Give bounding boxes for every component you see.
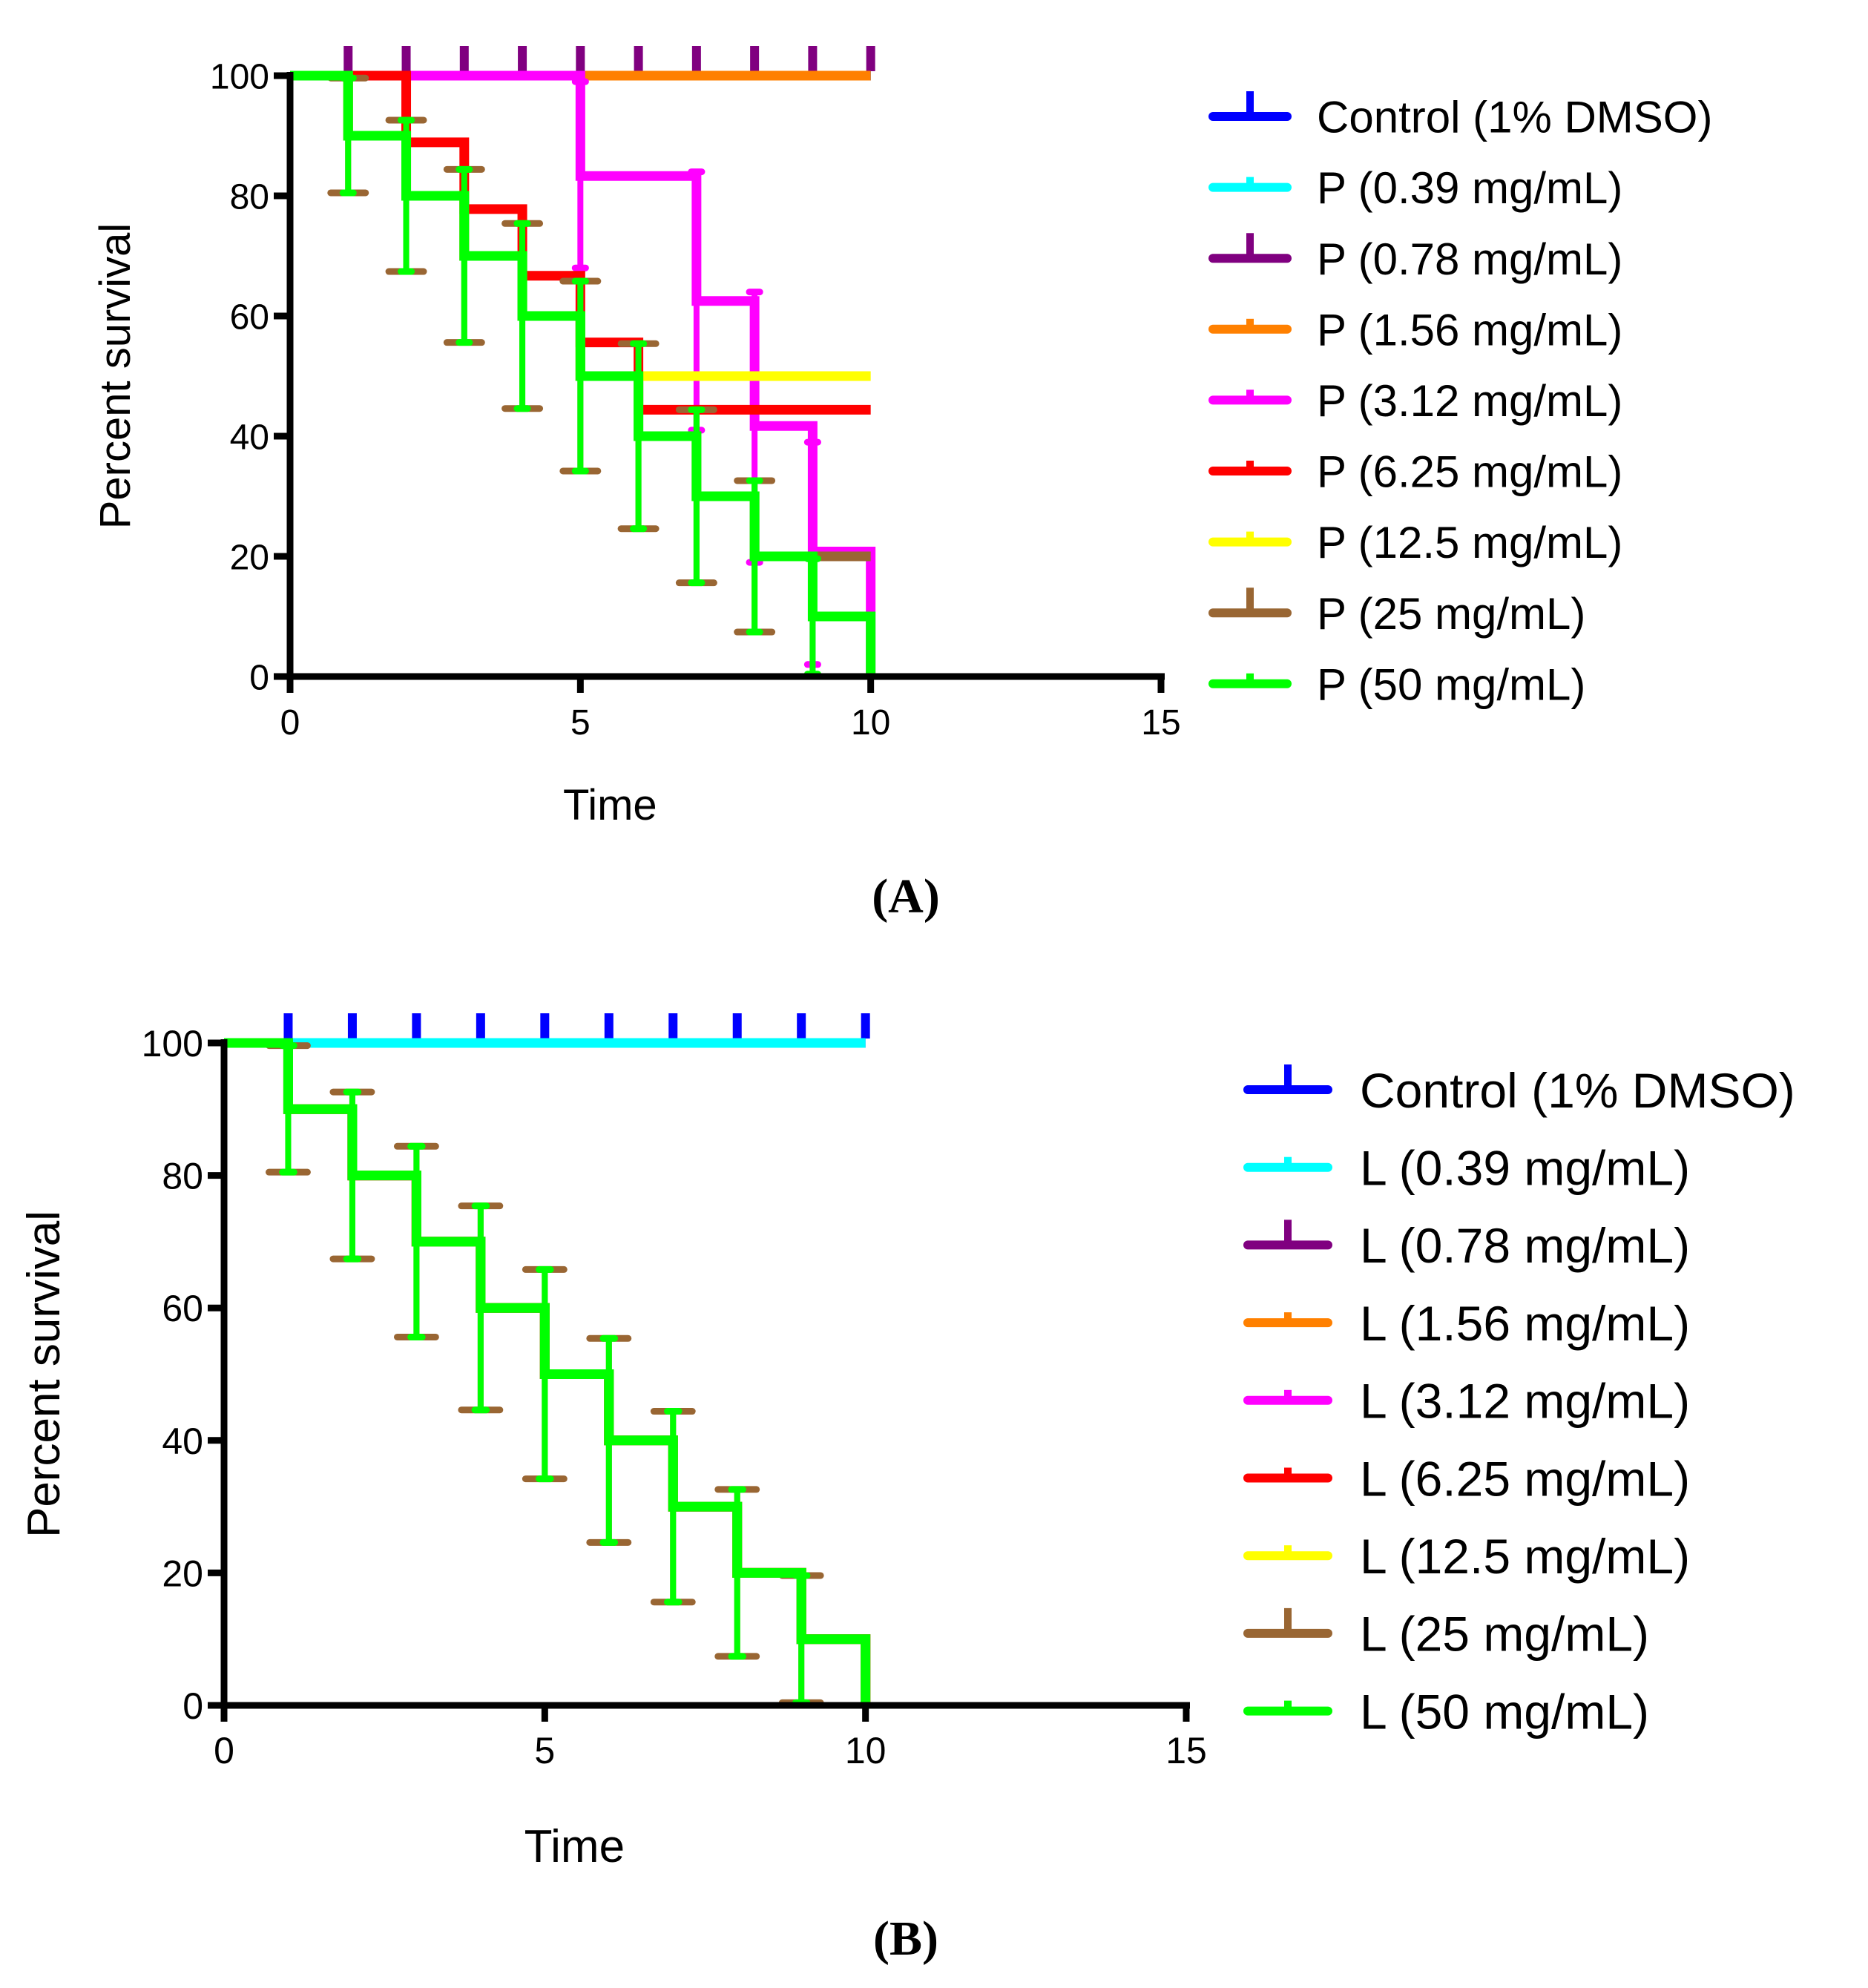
panel-b-chart: 0 5 10 15 0 20 40 60 80 100 Time Percent survival Co… bbox=[19, 1013, 1795, 1966]
x-tick-label: 5 bbox=[534, 1730, 555, 1771]
legend-label: P (3.12 mg/mL) bbox=[1317, 376, 1622, 426]
panel-label: (A) bbox=[872, 869, 940, 924]
panel-a-chart: 0 5 10 15 0 20 40 60 80 100 Time Percent survival Co… bbox=[91, 46, 1712, 924]
x-axis-title: Time bbox=[563, 781, 657, 829]
y-tick-label: 20 bbox=[162, 1553, 203, 1594]
legend-label: P (0.78 mg/mL) bbox=[1317, 234, 1622, 284]
x-axis-title: Time bbox=[524, 1821, 625, 1872]
y-tick-label: 80 bbox=[230, 177, 269, 217]
legend-label: L (0.78 mg/mL) bbox=[1360, 1218, 1690, 1273]
legend-label: L (12.5 mg/mL) bbox=[1360, 1529, 1690, 1584]
legend-label: Control (1% DMSO) bbox=[1317, 93, 1712, 142]
legend-item: L (1.56 mg/mL) bbox=[1243, 1296, 1690, 1351]
legend-label: L (6.25 mg/mL) bbox=[1360, 1451, 1690, 1506]
legend-label: P (50 mg/mL) bbox=[1317, 659, 1585, 709]
y-tick-label: 40 bbox=[230, 418, 269, 457]
legend-item: L (25 mg/mL) bbox=[1243, 1607, 1649, 1662]
legend-item: P (50 mg/mL) bbox=[1208, 659, 1585, 709]
legend-item: P (0.78 mg/mL) bbox=[1208, 233, 1622, 284]
x-tick-label: 15 bbox=[1141, 703, 1180, 743]
x-tick-label: 0 bbox=[214, 1730, 234, 1771]
y-tick-label: 60 bbox=[162, 1288, 203, 1329]
x-tick-label: 10 bbox=[851, 703, 890, 743]
legend-label: L (3.12 mg/mL) bbox=[1360, 1374, 1690, 1429]
x-tick-label: 0 bbox=[280, 703, 300, 743]
x-tick-label: 10 bbox=[845, 1730, 887, 1771]
y-tick-label: 0 bbox=[249, 658, 269, 697]
y-tick-label: 40 bbox=[162, 1421, 203, 1462]
legend-label: L (25 mg/mL) bbox=[1360, 1607, 1649, 1662]
legend-label: P (0.39 mg/mL) bbox=[1317, 163, 1622, 213]
legend-label: P (6.25 mg/mL) bbox=[1317, 447, 1622, 497]
legend-item: P (25 mg/mL) bbox=[1208, 587, 1585, 639]
legend-item: L (0.39 mg/mL) bbox=[1243, 1140, 1690, 1195]
y-tick-label: 60 bbox=[230, 297, 269, 337]
y-axis-title: Percent survival bbox=[19, 1211, 70, 1538]
series-8 bbox=[224, 1038, 871, 1706]
legend-label: L (50 mg/mL) bbox=[1360, 1684, 1649, 1739]
legend-item: Control (1% DMSO) bbox=[1208, 91, 1712, 142]
legend: Control (1% DMSO) P (0.39 mg/mL) P (0.78 m… bbox=[1208, 91, 1712, 709]
legend-item: L (3.12 mg/mL) bbox=[1243, 1374, 1690, 1429]
legend-item: Control (1% DMSO) bbox=[1243, 1063, 1795, 1118]
legend-label: L (1.56 mg/mL) bbox=[1360, 1296, 1690, 1351]
legend-item: P (6.25 mg/mL) bbox=[1208, 447, 1622, 497]
series-8 bbox=[290, 70, 876, 678]
legend-item: L (0.78 mg/mL) bbox=[1243, 1218, 1690, 1273]
legend-item: P (0.39 mg/mL) bbox=[1208, 163, 1622, 213]
legend-label: L (0.39 mg/mL) bbox=[1360, 1140, 1690, 1195]
x-tick-label: 15 bbox=[1165, 1730, 1207, 1771]
x-tick-label: 5 bbox=[570, 703, 591, 743]
y-tick-label: 100 bbox=[210, 57, 269, 96]
legend-label: P (12.5 mg/mL) bbox=[1317, 518, 1622, 567]
legend-item: P (3.12 mg/mL) bbox=[1208, 376, 1622, 426]
legend-item: L (6.25 mg/mL) bbox=[1243, 1451, 1690, 1506]
legend-item: L (50 mg/mL) bbox=[1243, 1684, 1649, 1739]
y-axis-title: Percent survival bbox=[91, 223, 139, 530]
panel-label: (B) bbox=[873, 1912, 938, 1966]
y-tick-label: 100 bbox=[142, 1023, 203, 1064]
y-tick-label: 20 bbox=[230, 538, 269, 577]
legend-item: L (12.5 mg/mL) bbox=[1243, 1529, 1690, 1584]
legend-label: Control (1% DMSO) bbox=[1360, 1063, 1795, 1118]
legend-label: P (1.56 mg/mL) bbox=[1317, 305, 1622, 355]
legend-item: P (12.5 mg/mL) bbox=[1208, 518, 1622, 567]
legend-label: P (25 mg/mL) bbox=[1317, 589, 1585, 639]
y-tick-label: 0 bbox=[182, 1685, 203, 1727]
legend-item: P (1.56 mg/mL) bbox=[1208, 305, 1622, 355]
y-tick-label: 80 bbox=[162, 1156, 203, 1197]
legend: Control (1% DMSO) L (0.39 mg/mL) L (0.78 m… bbox=[1243, 1063, 1795, 1739]
